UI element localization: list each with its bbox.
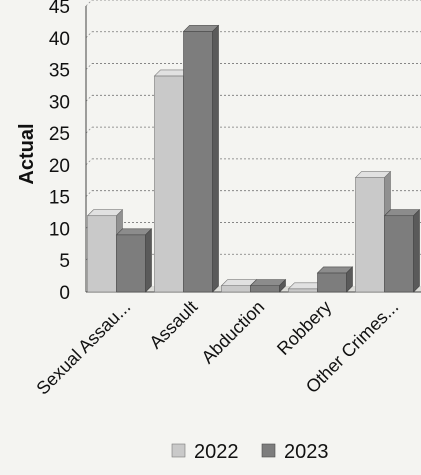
bar-2023-1 bbox=[183, 31, 213, 293]
x-tick-label: Abduction bbox=[198, 297, 269, 368]
gridline-depth bbox=[85, 95, 93, 102]
x-tick-label: Sexual Assau... bbox=[32, 297, 134, 399]
y-tick-label: 15 bbox=[49, 188, 70, 209]
gridline-depth bbox=[85, 190, 93, 197]
bar-side-2023-3 bbox=[346, 266, 353, 293]
bar-side-2023-4 bbox=[413, 209, 420, 293]
y-tick-label: 45 bbox=[49, 0, 70, 18]
legend-label: 2023 bbox=[284, 441, 329, 463]
bar-side-2023-1 bbox=[212, 24, 219, 293]
y-tick-label: 30 bbox=[49, 92, 70, 113]
legend-label: 2022 bbox=[194, 441, 239, 463]
bar-2022-3 bbox=[288, 288, 318, 293]
bar-2022-2 bbox=[221, 285, 251, 293]
x-tick-label: Assault bbox=[145, 297, 201, 353]
y-tick-label: 35 bbox=[49, 61, 70, 82]
x-tick-label: Robbery bbox=[273, 297, 335, 359]
y-tick-label: 10 bbox=[49, 219, 70, 240]
bar-2023-4 bbox=[384, 215, 414, 293]
y-axis-label: Actual bbox=[16, 123, 38, 184]
bar-2022-0 bbox=[87, 215, 117, 293]
bar-side-2023-2 bbox=[279, 278, 286, 293]
bar-2023-3 bbox=[317, 272, 347, 293]
gridline-depth bbox=[85, 31, 93, 39]
bar-2023-2 bbox=[250, 285, 280, 293]
y-tick-label: 5 bbox=[59, 251, 70, 272]
legend-swatch-2023 bbox=[261, 443, 276, 458]
bar-side-2023-0 bbox=[145, 228, 152, 293]
bar-2023-0 bbox=[116, 234, 146, 293]
bar-2022-1 bbox=[154, 75, 184, 293]
legend-swatch-2022 bbox=[171, 443, 186, 458]
y-tick-label: 20 bbox=[49, 156, 70, 177]
gridline-depth bbox=[85, 63, 93, 70]
y-tick-label: 40 bbox=[49, 29, 70, 50]
bar-2022-4 bbox=[355, 177, 385, 293]
gridline-depth bbox=[85, 158, 93, 166]
y-tick-label: 25 bbox=[49, 124, 70, 145]
y-tick-label: 0 bbox=[59, 283, 70, 304]
gridline-depth bbox=[85, 0, 93, 7]
gridline-depth bbox=[85, 126, 93, 134]
